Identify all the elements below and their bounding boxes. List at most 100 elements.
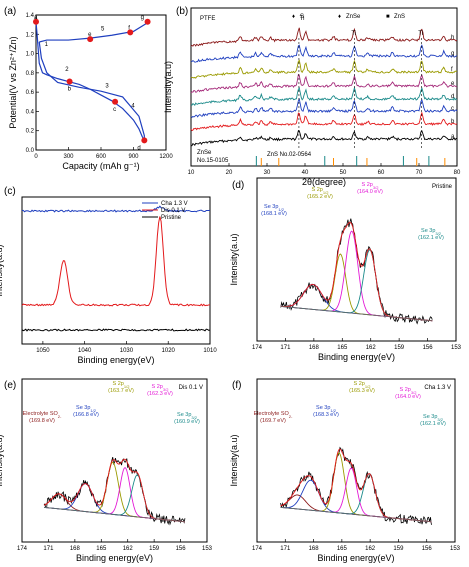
fitted-peak [280,479,432,523]
fit-envelope [280,221,433,322]
peak-label: Se 3p1/2 [76,405,97,413]
legend-label: ZnS [394,14,405,20]
peak-value: (162.1 eV) [420,421,446,427]
peak-label: S 2p1/2 [354,381,372,389]
xrd-pattern [190,44,458,63]
x-axis-label: Binding energy(eV) [76,553,153,563]
x-tick-label: 174 [252,546,263,552]
x-tick-label: 168 [309,345,320,351]
x-tick-label: 159 [149,546,160,552]
xrd-pattern [190,86,458,106]
state-point [112,98,119,105]
xrd-pattern [190,129,458,147]
fit-envelope [43,458,186,523]
state-point-label: b [68,87,72,93]
background-line [280,306,433,322]
peak-label: Se 3p1/2 [316,405,337,413]
y-tick-label: 1.0 [26,52,35,58]
x-axis-label: Binding energy(eV) [77,355,154,365]
reference-label: ZnS No.02-0564 [267,152,312,158]
y-axis-label: Intensity(a.u) [229,434,239,486]
peak-value: (168.3 eV) [313,412,339,418]
legend-marker: ■ [386,14,390,20]
xrd-pattern [190,59,458,79]
peak-label-subscript: 2- [58,414,62,419]
xrd-pattern [190,111,458,132]
x-tick-label: 1050 [36,348,50,354]
x-tick-label: 174 [252,345,263,351]
charge-curve [38,41,145,141]
region-label: 4 [131,104,135,110]
plot-frame [21,196,211,345]
x-tick-label: 168 [309,546,320,552]
x-tick-label: 171 [280,345,291,351]
peak-label-subscript: 1/2 [330,408,336,413]
x-axis-label: Binding energy(eV) [317,553,394,563]
x-tick-label: 40 [302,170,309,176]
xps-spectrum [21,328,211,332]
annotation: Ti [300,16,305,22]
peak-value: (165.2 eV) [307,194,333,200]
peak-value: (163.7 eV) [108,388,134,394]
x-tick-label: 165 [337,345,348,351]
state-point-label: e [88,32,92,38]
x-tick-label: 159 [393,546,404,552]
x-tick-label: 153 [202,546,213,552]
y-axis-label: Intensity(a.u) [0,244,4,296]
peak-value: (169.7 eV) [260,418,286,424]
x-tick-label: 156 [423,345,434,351]
xrd-pattern [190,73,458,94]
peak-value: (169.8 eV) [29,418,55,424]
peak-value: (165.3 eV) [349,388,375,394]
xps-spectrum [21,205,211,213]
annotation: Ti [418,31,423,37]
raw-spectrum [280,446,432,525]
x-tick-label: 153 [450,546,461,552]
background-line [43,507,186,523]
legend-label: Pristine [161,215,182,221]
state-point [33,18,39,25]
chart-title: Cha 1.3 V [424,385,451,391]
x-tick-label: 168 [70,546,81,552]
peak-label-subscript: 1/2 [365,384,371,389]
x-axis-label: 2θ(degree) [302,177,346,187]
panel-label: (d) [232,180,244,191]
state-point-label: f [128,25,130,31]
reference-label: No.15-0105 [197,158,229,164]
x-tick-label: 162 [366,345,377,351]
fitted-peak [43,461,186,523]
region-label: 3 [105,83,109,89]
x-tick-label: 1200 [159,154,173,160]
plot-frame [256,177,457,342]
peak-value: (164.0 eV) [357,189,383,195]
x-tick-label: 162 [365,546,376,552]
state-point-label: d [137,145,140,151]
series-label: g [451,51,454,57]
x-tick-label: 1020 [162,348,176,354]
peak-label-subscript: 2- [289,414,293,419]
peak-label-subscript: 3/2 [437,417,443,422]
panel-label: (a) [4,6,16,17]
fitted-peak [280,494,432,523]
background-line [280,507,432,523]
peak-label-subscript: 3/2 [163,387,169,392]
xps-spectrum [21,216,211,307]
plot-frame [256,378,456,543]
state-point [66,78,73,85]
series-label: d [451,94,454,100]
x-tick-label: 80 [454,170,461,176]
x-tick-label: 30 [264,170,271,176]
peak-value: (162.1 eV) [418,235,444,241]
reference-label: ZnSe [197,150,212,156]
peak-label-subscript: 3/2 [373,185,379,190]
state-point-label: c [113,107,116,113]
xrd-pattern [190,97,458,118]
x-tick-label: 1040 [78,348,92,354]
state-point [144,18,151,25]
region-label: 5 [101,26,105,32]
peak-label-subscript: 1/2 [323,190,329,195]
x-tick-label: 156 [176,546,187,552]
peak-label: S 2p1/2 [312,187,330,195]
y-axis-label: Intensity(a.u) [163,61,173,113]
